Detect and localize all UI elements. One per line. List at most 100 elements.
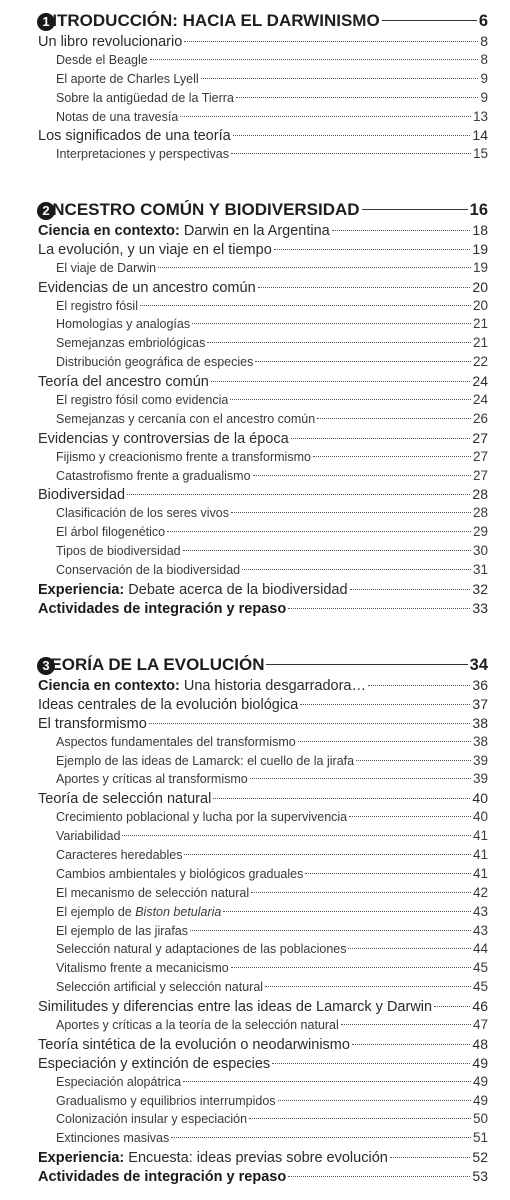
toc-section-entry[interactable]: Ideas centrales de la evolución biológic… (0, 695, 510, 714)
entry-title: Extinciones masivas (56, 1131, 170, 1146)
entry-page-number: 40 (472, 809, 488, 825)
toc-subsection-entry[interactable]: Semejanzas y cercanía con el ancestro co… (0, 410, 510, 429)
toc-section-entry[interactable]: El transformismo 38 (0, 714, 510, 733)
toc-section-entry[interactable]: Experiencia: Encuesta: ideas previas sob… (0, 1148, 510, 1167)
toc-subsection-entry[interactable]: Desde el Beagle 8 (0, 51, 510, 70)
leader-dots (149, 58, 479, 60)
entry-page-number: 20 (472, 278, 488, 295)
toc-subsection-entry[interactable]: Catastrofismo frente a gradualismo 27 (0, 467, 510, 486)
toc-subsection-entry[interactable]: Sobre la antigüedad de la Tierra 9 (0, 89, 510, 108)
entry-page-number: 38 (472, 733, 488, 749)
leader-dots (297, 740, 471, 742)
leader-dots (183, 1080, 471, 1082)
entry-page-number: 36 (472, 677, 488, 693)
toc-section-entry[interactable]: Ciencia en contexto: Darwin en la Argent… (0, 221, 510, 240)
entry-title: Variabilidad (56, 829, 121, 844)
toc-section-entry[interactable]: Los significados de una teoría 14 (0, 126, 510, 145)
toc-section-entry[interactable]: Teoría de selección natural 40 (0, 789, 510, 808)
toc-subsection-entry[interactable]: Conservación de la biodiversidad 31 (0, 561, 510, 580)
toc-subsection-entry[interactable]: Homologías y analogías 21 (0, 315, 510, 334)
toc-subsection-entry[interactable]: El registro fósil como evidencia 24 (0, 391, 510, 410)
toc-subsection-entry[interactable]: Semejanzas embriológicas 21 (0, 334, 510, 353)
toc-subsection-entry[interactable]: Crecimiento poblacional y lucha por la s… (0, 808, 510, 827)
toc-subsection-entry[interactable]: El aporte de Charles Lyell 9 (0, 70, 510, 89)
toc-subsection-entry[interactable]: Clasificación de los seres vivos 28 (0, 504, 510, 523)
entry-page-number: 26 (472, 410, 488, 426)
entry-title: Semejanzas embriológicas (56, 336, 206, 351)
toc-subsection-entry[interactable]: Interpretaciones y perspectivas 15 (0, 145, 510, 164)
entry-title-group: Los significados de una teoría (38, 127, 231, 146)
toc-subsection-entry[interactable]: El viaje de Darwin 19 (0, 259, 510, 278)
entry-page-number: 8 (480, 33, 488, 49)
toc-subsection-entry[interactable]: El ejemplo de las jirafas 43 (0, 922, 510, 941)
toc-section-entry[interactable]: Evidencias de un ancestro común 20 (0, 278, 510, 297)
leader-line (266, 664, 468, 665)
leader-dots (273, 248, 471, 250)
entry-page-number: 30 (472, 543, 488, 559)
entry-title-group: Extinciones masivas (56, 1129, 169, 1148)
toc-subsection-entry[interactable]: Extinciones masivas 51 (0, 1129, 510, 1148)
toc-subsection-entry[interactable]: Gradualismo y equilibrios interrumpidos 4… (0, 1092, 510, 1111)
toc-subsection-entry[interactable]: Selección natural y adaptaciones de las … (0, 940, 510, 959)
chapter-heading[interactable]: 2 ANCESTRO COMÚN Y BIODIVERSIDAD 16 (0, 199, 510, 221)
toc-section-entry[interactable]: Evidencias y controversias de la época 27 (0, 429, 510, 448)
toc-subsection-entry[interactable]: Especiación alopátrica 49 (0, 1073, 510, 1092)
leader-dots (184, 854, 471, 856)
leader-dots (288, 607, 471, 609)
toc-subsection-entry[interactable]: El ejemplo de Biston betularia 43 (0, 903, 510, 922)
toc-section-entry[interactable]: Actividades de integración y repaso 33 (0, 599, 510, 618)
toc-section-entry[interactable]: La evolución, y un viaje en el tiempo 19 (0, 240, 510, 259)
toc-subsection-entry[interactable]: Cambios ambientales y biológicos gradual… (0, 865, 510, 884)
leader-dots (171, 1137, 471, 1139)
toc-subsection-entry[interactable]: Vitalismo frente a mecanicismo 45 (0, 959, 510, 978)
entry-title: Crecimiento poblacional y lucha por la s… (56, 810, 348, 825)
toc-subsection-entry[interactable]: Aspectos fundamentales del transformismo… (0, 733, 510, 752)
entry-prefix: Experiencia: (38, 581, 125, 598)
entry-page-number: 28 (472, 505, 488, 521)
toc-subsection-entry[interactable]: Aportes y críticas a la teoría de la sel… (0, 1016, 510, 1035)
toc-section-entry[interactable]: Teoría del ancestro común 24 (0, 372, 510, 391)
toc-section-entry[interactable]: Similitudes y diferencias entre las idea… (0, 997, 510, 1016)
toc-section-entry[interactable]: Un libro revolucionario 8 (0, 32, 510, 51)
entry-title-group: Clasificación de los seres vivos (56, 504, 229, 523)
leader-dots (300, 703, 471, 705)
entry-title-group: Semejanzas embriológicas (56, 334, 205, 353)
chapter-heading[interactable]: 3 TEORÍA DE LA EVOLUCIÓN 34 (0, 654, 510, 676)
toc-section-entry[interactable]: Biodiversidad 28 (0, 485, 510, 504)
entry-title-group: Ideas centrales de la evolución biológic… (38, 696, 298, 715)
toc-subsection-entry[interactable]: Aportes y críticas al transformismo 39 (0, 770, 510, 789)
toc-section-entry[interactable]: Actividades de integración y repaso 53 (0, 1167, 510, 1186)
entry-title-group: El transformismo (38, 715, 147, 734)
entry-title: Interpretaciones y perspectivas (56, 147, 230, 162)
chapter-heading-wrap: 2 ANCESTRO COMÚN Y BIODIVERSIDAD (0, 199, 360, 221)
toc-section-entry[interactable]: Experiencia: Debate acerca de la biodive… (0, 580, 510, 599)
entry-title: El transformismo (38, 715, 147, 732)
toc-subsection-entry[interactable]: El mecanismo de selección natural 42 (0, 884, 510, 903)
leader-dots (434, 1006, 471, 1008)
toc-subsection-entry[interactable]: Fijismo y creacionismo frente a transfor… (0, 448, 510, 467)
toc-subsection-entry[interactable]: Ejemplo de las ideas de Lamarck: el cuel… (0, 752, 510, 771)
entry-page-number: 32 (472, 580, 488, 597)
toc-subsection-entry[interactable]: Variabilidad 41 (0, 827, 510, 846)
chapter-heading[interactable]: 1 INTRODUCCIÓN: HACIA EL DARWINISMO 6 (0, 10, 510, 32)
toc-section-entry[interactable]: Especiación y extinción de especies 49 (0, 1054, 510, 1073)
toc-section-entry[interactable]: Teoría sintética de la evolución o neoda… (0, 1035, 510, 1054)
toc-subsection-entry[interactable]: El registro fósil 20 (0, 297, 510, 316)
toc-subsection-entry[interactable]: Caracteres heredables 41 (0, 846, 510, 865)
leader-dots (200, 77, 479, 79)
leader-dots (349, 816, 471, 818)
toc-section-entry[interactable]: Ciencia en contexto: Una historia desgar… (0, 676, 510, 695)
toc-subsection-entry[interactable]: Distribución geográfica de especies 22 (0, 353, 510, 372)
entry-page-number: 27 (472, 448, 488, 464)
entry-page-number: 27 (472, 429, 488, 446)
toc-subsection-entry[interactable]: Notas de una travesía 13 (0, 108, 510, 127)
entry-title-group: Fijismo y creacionismo frente a transfor… (56, 448, 311, 467)
leader-dots (249, 778, 471, 780)
toc-subsection-entry[interactable]: El árbol filogenético 29 (0, 523, 510, 542)
toc-subsection-entry[interactable]: Colonización insular y especiación 50 (0, 1110, 510, 1129)
leader-dots (207, 342, 471, 344)
entry-page-number: 37 (472, 695, 488, 712)
toc-subsection-entry[interactable]: Selección artificial y selección natural… (0, 978, 510, 997)
entry-title: Una historia desgarradora… (183, 678, 366, 694)
toc-subsection-entry[interactable]: Tipos de biodiversidad 30 (0, 542, 510, 561)
